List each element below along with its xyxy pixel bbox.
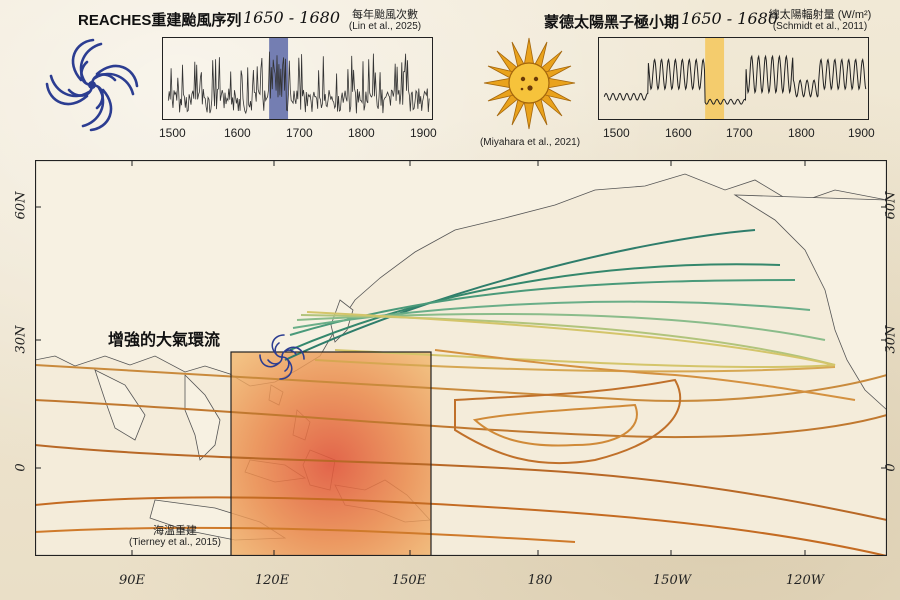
typhoon-map-icon — [259, 334, 305, 380]
chart-frame — [598, 37, 869, 120]
right-panel-period: 1650 - 1680 — [681, 9, 779, 28]
lat-label-30n: 30N — [13, 325, 29, 354]
lon-label-150w: 150W — [652, 573, 692, 588]
sst-citation: (Tierney et al., 2015) — [129, 537, 221, 548]
tick-label: 1800 — [788, 126, 815, 140]
tick-label: 1600 — [665, 126, 692, 140]
lon-label-120w: 120W — [785, 573, 825, 588]
lon-label-150e: 150E — [391, 573, 427, 588]
tick-label: 1500 — [603, 126, 630, 140]
left-panel-title: REACHES重建颱風序列 — [78, 12, 242, 29]
typhoon-icon — [45, 38, 139, 132]
highlight-band-solar — [705, 37, 725, 120]
map-frame — [35, 160, 887, 556]
tick-label: 1700 — [726, 126, 753, 140]
right-panel-citation: (Schmidt et al., 2011) — [772, 21, 868, 32]
sun-icon — [483, 37, 576, 130]
lat-label-60n: 60N — [13, 191, 29, 220]
right-panel-subtitle: 總太陽輻射量 (W/m²) — [768, 9, 872, 21]
typhoon-count-chart — [162, 37, 433, 120]
typhoon-series-line — [167, 51, 430, 115]
right-panel-title: 蒙德太陽黑子極小期 — [544, 14, 680, 31]
contour-lines — [35, 229, 887, 556]
left-panel-citation: (Lin et al., 2025) — [348, 21, 422, 32]
left-panel-subtitle: 每年颱風次數 — [352, 9, 418, 21]
circulation-annotation: 增強的大氣環流 — [108, 332, 221, 349]
tick-label: 1900 — [410, 126, 437, 140]
lat-label-30n-right: 30N — [883, 325, 899, 354]
lat-label-0: 0 — [13, 463, 29, 472]
solar-series-line — [603, 54, 867, 105]
sun-citation: (Miyahara et al., 2021) — [479, 137, 581, 148]
lat-label-0-right: 0 — [883, 463, 899, 472]
sst-label: 海溫重建 — [153, 525, 197, 537]
lon-label-180: 180 — [527, 573, 553, 588]
left-panel-period: 1650 - 1680 — [243, 8, 341, 27]
lat-label-60n-right: 60N — [883, 191, 899, 220]
lon-label-120e: 120E — [254, 573, 290, 588]
left-chart-x-axis: 1500 1600 1700 1800 1900 — [159, 126, 437, 142]
tick-label: 1700 — [286, 126, 313, 140]
tick-label: 1900 — [848, 126, 875, 140]
sst-box-outline — [230, 351, 432, 556]
pacific-map — [35, 160, 887, 556]
lon-label-90e: 90E — [118, 573, 146, 588]
tick-label: 1800 — [348, 126, 375, 140]
tick-label: 1600 — [224, 126, 251, 140]
solar-irradiance-chart — [598, 37, 869, 120]
chart-frame — [162, 37, 433, 120]
right-chart-x-axis: 1500 1600 1700 1800 1900 — [598, 126, 875, 142]
tick-label: 1500 — [159, 126, 186, 140]
